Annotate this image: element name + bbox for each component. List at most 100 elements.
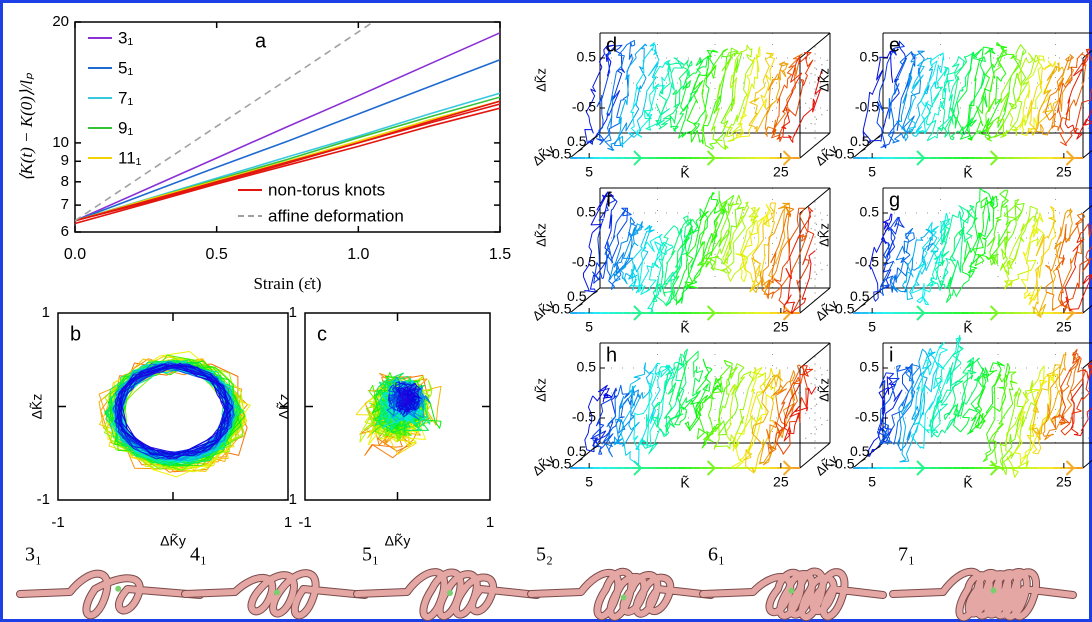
trajectory: [606, 59, 624, 129]
trajectory: [945, 276, 954, 303]
knot-marker: [990, 587, 997, 594]
x-axis-label: K̃: [680, 474, 690, 490]
panel-label: e: [889, 34, 900, 56]
trajectory: [740, 242, 760, 282]
box-edge: [799, 287, 831, 314]
trajectory: [690, 372, 710, 407]
trajectory: [364, 395, 387, 433]
trajectory: [962, 393, 981, 425]
trajectory: [1035, 59, 1045, 100]
trajectory: [661, 225, 675, 278]
trajectory: [785, 206, 811, 280]
trajectory: [593, 445, 605, 455]
trajectory: [984, 97, 997, 137]
trajectory: [401, 387, 415, 399]
trajectory: [882, 389, 903, 443]
trajectory: [731, 49, 748, 78]
trajectory: [764, 100, 770, 129]
trajectory: [1030, 365, 1045, 391]
trajectory: [630, 362, 650, 385]
trajectory: [785, 206, 795, 243]
trajectory: [686, 210, 709, 266]
trajectory: [725, 203, 731, 235]
trajectory: [784, 374, 801, 433]
trajectory: [999, 442, 1007, 476]
trajectory: [896, 428, 910, 451]
trajectory: [1072, 48, 1091, 77]
trajectory: [920, 54, 940, 101]
trajectory: [721, 48, 728, 70]
trajectory: [640, 224, 655, 249]
trajectory: [949, 206, 965, 230]
z-tick-label: 0.5: [860, 49, 880, 65]
trajectory: [675, 281, 698, 306]
x-tick-label: 0.5: [206, 246, 228, 263]
trajectory: [772, 381, 788, 396]
trajectory: [952, 385, 977, 418]
trajectory: [706, 49, 719, 60]
trajectory: [592, 384, 610, 402]
box-edge: [799, 442, 831, 469]
z-tick-label: 0.5: [577, 204, 597, 220]
trajectory: [904, 262, 914, 284]
trajectory: [631, 247, 643, 291]
trajectory: [914, 102, 931, 134]
trajectory: [1008, 269, 1032, 287]
trajectory: [910, 65, 922, 107]
trajectory: [896, 93, 908, 132]
trajectory: [659, 70, 671, 101]
trajectory: [983, 46, 996, 55]
trajectory: [954, 67, 972, 129]
trajectory: [630, 111, 643, 138]
trajectory: [126, 407, 234, 457]
trajectory: [806, 386, 817, 412]
trajectory: [963, 205, 977, 243]
trajectory: [1019, 113, 1026, 133]
trajectory: [766, 252, 777, 300]
trajectory: [1065, 296, 1082, 312]
trajectory: [946, 62, 960, 93]
trajectory: [713, 421, 723, 450]
series-line: [75, 22, 375, 222]
trajectory: [660, 364, 671, 378]
trajectory: [631, 385, 642, 399]
trajectory: [712, 138, 729, 150]
trajectory: [701, 64, 717, 121]
trajectory: [601, 50, 611, 99]
trajectory: [753, 54, 760, 88]
trajectory: [696, 417, 709, 444]
trajectory: [617, 39, 636, 61]
knot-tube: [354, 569, 540, 620]
x-tick-label: -1: [51, 514, 64, 531]
trajectory: [1005, 450, 1019, 478]
trajectory: [597, 204, 609, 239]
x-axis-label: K̃: [680, 164, 690, 180]
trajectory: [701, 114, 713, 150]
trajectory: [397, 388, 412, 410]
knot-label: 7₁: [898, 544, 915, 566]
trajectory: [1076, 378, 1090, 412]
trajectory: [1060, 282, 1079, 312]
trajectory: [722, 214, 746, 259]
trajectory: [729, 376, 745, 395]
trajectory: [905, 232, 915, 256]
trajectory: [1003, 262, 1014, 290]
trajectory: [598, 44, 615, 68]
z-tick-label: -0.5: [572, 409, 596, 425]
legend-label: 7₁: [118, 88, 133, 107]
trajectory: [797, 233, 815, 285]
trajectory: [667, 224, 684, 263]
trajectory: [1032, 55, 1045, 76]
trajectory: [756, 203, 771, 224]
legend-label: 9₁: [118, 118, 133, 137]
y-tick-label: -0.5: [830, 455, 854, 471]
trajectory: [751, 46, 761, 62]
trajectory: [800, 368, 814, 408]
legend-label: 11₁: [118, 148, 142, 167]
trajectory: [922, 249, 938, 271]
trajectory: [735, 253, 746, 279]
trajectory: [887, 405, 912, 445]
box-edge: [1082, 459, 1092, 469]
trajectory: [1008, 374, 1018, 405]
trajectory: [1021, 251, 1030, 288]
